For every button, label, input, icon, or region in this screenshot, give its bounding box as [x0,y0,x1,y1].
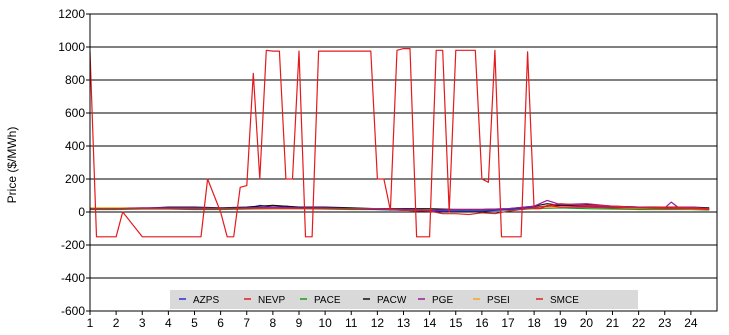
x-tick-label: 12 [371,316,385,330]
x-tick-label: 1 [87,316,94,330]
x-tick-label: 22 [632,316,646,330]
x-tick-label: 2 [113,316,120,330]
y-tick-label: 800 [65,73,85,87]
x-tick-label: 23 [658,316,672,330]
x-tick-label: 20 [580,316,594,330]
series-lines [89,47,710,238]
x-tick-label: 8 [270,316,277,330]
x-tick-label: 13 [397,316,411,330]
legend-label-pace: PACE [314,295,341,306]
x-tick-label: 16 [475,316,489,330]
x-axis-ticks: 1 2 3 4 5 6 7 8 9 10 11 12 13 14 15 16 17 18 19 20 21 22 23 24 [87,311,698,330]
y-tick-label: -400 [61,271,85,285]
series-line-smce [90,203,710,216]
y-tick-label: 400 [65,139,85,153]
y-tick-label: 0 [78,205,85,219]
y-tick-label: 200 [65,172,85,186]
x-tick-label: 3 [139,316,146,330]
legend-box [170,290,638,309]
x-tick-label: 10 [318,316,332,330]
legend-label-smce: SMCE [550,295,579,306]
y-tick-label: 1200 [58,7,85,21]
y-axis-label: Price ($/MWh) [5,127,19,204]
x-tick-label: 17 [501,316,515,330]
x-tick-label: 24 [684,316,698,330]
plot-frame [89,13,718,312]
y-tick-label: 1000 [58,40,85,54]
gridlines [90,46,717,279]
legend-label-psei: PSEI [487,295,510,306]
x-tick-label: 7 [243,316,250,330]
y-tick-label: -200 [61,238,85,252]
legend-label-nevp: NEVP [258,295,286,306]
x-tick-label: 4 [165,316,172,330]
x-tick-label: 9 [296,316,303,330]
x-tick-label: 11 [345,316,358,330]
x-tick-label: 21 [606,316,620,330]
legend-label-pge: PGE [432,295,453,306]
y-tick-label: -600 [61,304,85,318]
x-tick-label: 6 [217,316,224,330]
y-axis-ticks: -600 -400 -200 0 200 400 600 800 1000 1200 [58,7,90,318]
legend: AZPS NEVP PACE PACW PGE PSEI SMCE [170,290,638,309]
legend-label-azps: AZPS [193,295,219,306]
x-tick-label: 14 [423,316,437,330]
x-tick-label: 19 [554,316,568,330]
series-line-nevp [89,47,710,238]
legend-label-pacw: PACW [377,295,407,306]
x-tick-label: 15 [449,316,463,330]
x-tick-label: 18 [527,316,541,330]
x-tick-label: 5 [191,316,198,330]
y-tick-label: 600 [65,106,85,120]
